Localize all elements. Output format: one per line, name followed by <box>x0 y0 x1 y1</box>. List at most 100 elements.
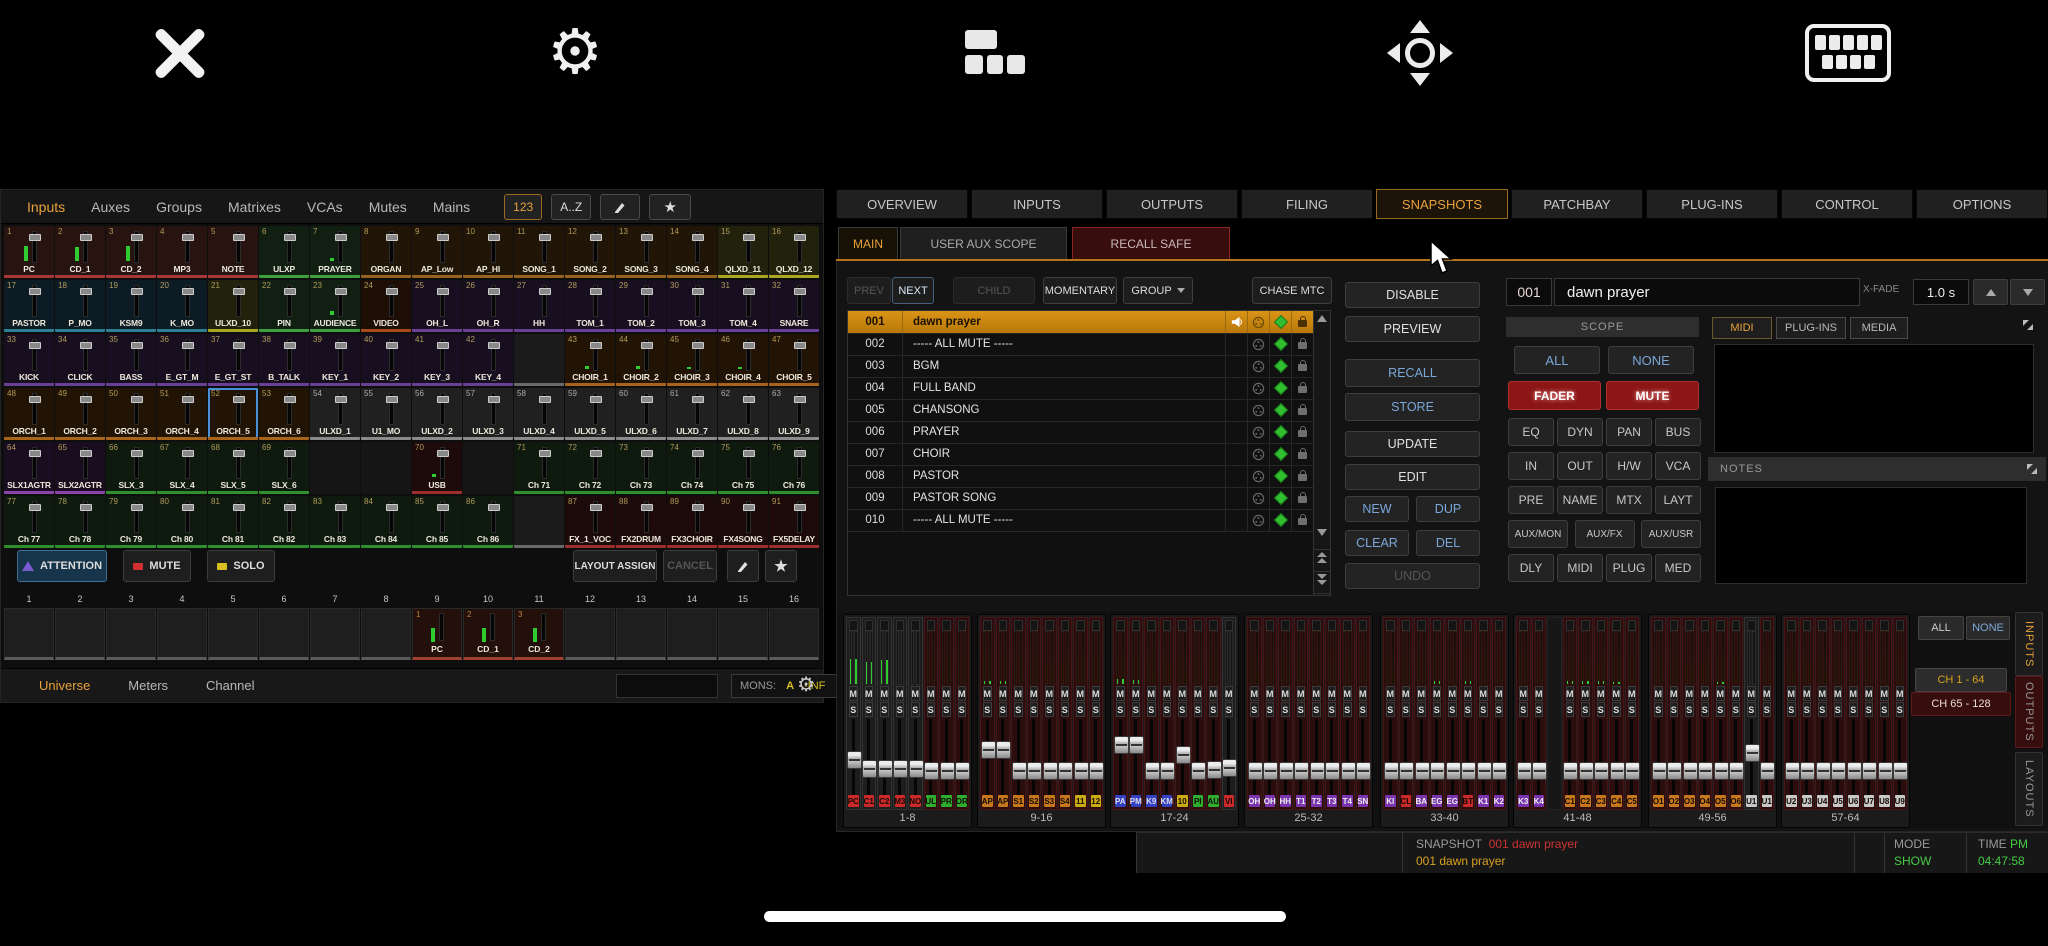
strip-mute-button[interactable]: M <box>1162 686 1171 701</box>
strip-mute-button[interactable]: M <box>1818 686 1827 701</box>
main-tab-filing[interactable]: FILING <box>1241 189 1373 219</box>
channel-fader-cap[interactable] <box>640 504 653 511</box>
strip-fader-handle[interactable] <box>846 751 862 769</box>
scope-midi-button[interactable]: MIDI <box>1557 554 1603 582</box>
layout-slot-14[interactable] <box>667 608 717 660</box>
channel-fader-cap[interactable] <box>436 342 449 349</box>
layout-slot-5[interactable] <box>208 608 258 660</box>
strip-solo-button[interactable]: S <box>911 702 920 717</box>
scope-name-button[interactable]: NAME <box>1557 486 1603 514</box>
side-tab-outputs[interactable]: OUTPUTS <box>2015 676 2043 748</box>
channel-cell-usb[interactable]: 70 USB <box>412 442 462 494</box>
channel-cell-ch-81[interactable]: 81 Ch 81 <box>208 496 258 548</box>
strip-mute-button[interactable]: M <box>983 686 992 701</box>
strip-solo-button[interactable]: S <box>1833 702 1842 717</box>
channel-fader-cap[interactable] <box>487 504 500 511</box>
strip-fader-handle[interactable] <box>1222 759 1238 777</box>
strip-mute-button[interactable]: M <box>1731 686 1740 701</box>
scope-eq-button[interactable]: EQ <box>1508 418 1554 446</box>
strip-solo-button[interactable]: S <box>1716 702 1725 717</box>
strip-solo-button[interactable]: S <box>1565 702 1574 717</box>
channel-cell-key-2[interactable]: 40 KEY_2 <box>361 334 411 386</box>
strip-solo-button[interactable]: S <box>1014 702 1023 717</box>
strip-fader-handle[interactable] <box>862 760 878 778</box>
strip-mute-button[interactable]: M <box>1076 686 1085 701</box>
strip-solo-button[interactable]: S <box>895 702 904 717</box>
channel-fader-cap[interactable] <box>589 450 602 457</box>
channel-fader-cap[interactable] <box>793 450 806 457</box>
channel-fader-cap[interactable] <box>793 504 806 511</box>
strip-solo-button[interactable]: S <box>1818 702 1827 717</box>
settings-gear-small-icon[interactable]: ⚙ <box>797 674 815 696</box>
channel-fader-cap[interactable] <box>436 396 449 403</box>
strip-mute-button[interactable]: M <box>1296 686 1305 701</box>
channel-fader-cap[interactable] <box>385 234 398 241</box>
scroll-up-icon[interactable] <box>1317 315 1327 322</box>
channel-cell-ulxd-7[interactable]: 61 ULXD_7 <box>667 388 717 440</box>
channel-cell-pc[interactable]: 1 PC <box>4 226 54 278</box>
channel-fader-cap[interactable] <box>28 450 41 457</box>
channel-fader-cap[interactable] <box>130 504 143 511</box>
channel-cell-slx1agtr[interactable]: 64 SLX1AGTR <box>4 442 54 494</box>
side-tab-layouts[interactable]: LAYOUTS <box>2015 752 2043 826</box>
strip-fader-handle[interactable] <box>1476 762 1492 780</box>
channel-fader-cap[interactable] <box>130 342 143 349</box>
channel-cell-choir-2[interactable]: 44 CHOIR_2 <box>616 334 666 386</box>
channel-cell-orch-6[interactable]: 53 ORCH_6 <box>259 388 309 440</box>
scope-aux-usr-button[interactable]: AUX/USR <box>1641 520 1701 548</box>
channel-cell-ch-76[interactable]: 76 Ch 76 <box>769 442 819 494</box>
strip-mute-button[interactable]: M <box>1787 686 1796 701</box>
snapshot-row-009[interactable]: 009 PASTOR SONG <box>848 487 1313 510</box>
strip-fader-handle[interactable] <box>1713 762 1729 780</box>
strip-fader-handle[interactable] <box>1744 744 1760 762</box>
channel-cell-tom-3[interactable]: 30 TOM_3 <box>667 280 717 332</box>
bank-tab-vcas[interactable]: VCAs <box>306 198 343 215</box>
channel-fader-cap[interactable] <box>589 234 602 241</box>
channel-fader-cap[interactable] <box>283 288 296 295</box>
channel-cell-fx5delay[interactable]: 91 FX5DELAY <box>769 496 819 548</box>
snapshot-row-008[interactable]: 008 PASTOR <box>848 465 1313 488</box>
bank-tab-matrixes[interactable]: Matrixes <box>227 198 281 215</box>
strip-fader-handle[interactable] <box>1430 762 1446 780</box>
group-dropdown[interactable]: GROUP <box>1123 277 1193 304</box>
attention-button[interactable]: ATTENTION <box>17 550 107 582</box>
channel-cell-slx2agtr[interactable]: 65 SLX2AGTR <box>55 442 105 494</box>
strip-mute-button[interactable]: M <box>1417 686 1426 701</box>
strip-fader-handle[interactable] <box>980 741 996 759</box>
channel-cell-tom-2[interactable]: 29 TOM_2 <box>616 280 666 332</box>
windows-layout-icon[interactable] <box>962 18 1032 88</box>
strip-solo-button[interactable]: S <box>1880 702 1889 717</box>
page-down-button[interactable] <box>1314 572 1330 594</box>
pan-move-icon[interactable] <box>1385 18 1455 88</box>
strip-mute-button[interactable]: M <box>1802 686 1811 701</box>
channel-fader-cap[interactable] <box>232 342 245 349</box>
layout-slot-2[interactable] <box>55 608 105 660</box>
channel-fader-cap[interactable] <box>283 342 296 349</box>
channel-cell-b-talk[interactable]: 38 B_TALK <box>259 334 309 386</box>
channel-fader-cap[interactable] <box>28 504 41 511</box>
strip-fader-handle[interactable] <box>1027 762 1043 780</box>
midi-list-box[interactable] <box>1714 344 2034 453</box>
channel-cell-ulxd-4[interactable]: 58 ULXD_4 <box>514 388 564 440</box>
strip-mute-button[interactable]: M <box>1281 686 1290 701</box>
strip-mute-button[interactable]: M <box>1358 686 1367 701</box>
strip-mute-button[interactable]: M <box>1060 686 1069 701</box>
channel-cell-ch-85[interactable]: 85 Ch 85 <box>412 496 462 548</box>
strip-fader-handle[interactable] <box>1532 762 1548 780</box>
strip-solo-button[interactable]: S <box>926 702 935 717</box>
channel-fader-cap[interactable] <box>283 396 296 403</box>
channel-cell-ap-low[interactable]: 9 AP_Low <box>412 226 462 278</box>
strip-fader-handle[interactable] <box>955 762 971 780</box>
channel-fader-cap[interactable] <box>793 396 806 403</box>
channel-cell-ch-84[interactable]: 84 Ch 84 <box>361 496 411 548</box>
channel-fader-cap[interactable] <box>181 450 194 457</box>
main-tab-options[interactable]: OPTIONS <box>1916 189 2048 219</box>
layout-slot-1[interactable] <box>4 608 54 660</box>
disable-button[interactable]: DISABLE <box>1345 282 1480 308</box>
channel-cell-mp3[interactable]: 4 MP3 <box>157 226 207 278</box>
scope-all-button[interactable]: ALL <box>1514 346 1600 374</box>
channel-cell-key-4[interactable]: 42 KEY_4 <box>463 334 513 386</box>
strip-solo-button[interactable]: S <box>1864 702 1873 717</box>
strip-mute-button[interactable]: M <box>942 686 951 701</box>
strip-solo-button[interactable]: S <box>880 702 889 717</box>
